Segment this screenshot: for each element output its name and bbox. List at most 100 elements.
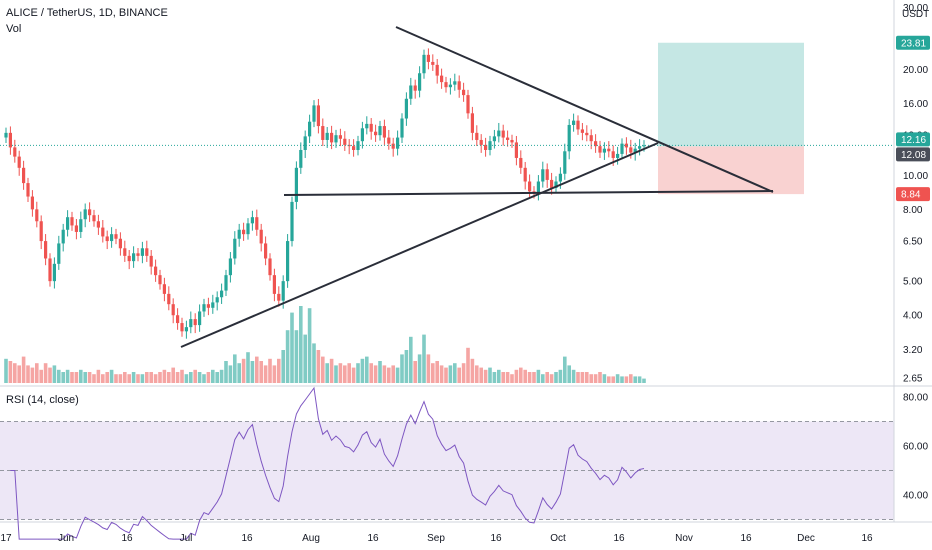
volume-bar [268, 358, 272, 383]
target-price-tag: 23.81 [896, 35, 930, 50]
volume-bar [259, 361, 263, 383]
candle-body [66, 217, 70, 230]
volume-bar [334, 365, 338, 383]
volume-bar [483, 369, 488, 383]
volume-bar [136, 374, 140, 383]
candle-body [602, 148, 606, 153]
candle-body [580, 129, 584, 133]
volume-bar [382, 365, 387, 383]
volume-bar [171, 367, 175, 383]
volume-bar [505, 372, 510, 383]
candle-body [514, 142, 518, 158]
candle-body [154, 266, 158, 276]
candle-body [264, 243, 268, 259]
volume-bar [285, 330, 290, 383]
volume-bar [180, 369, 184, 383]
volume-bar [422, 334, 426, 383]
candle-body [431, 61, 435, 65]
volume-bar [338, 363, 343, 383]
candle-body [316, 105, 320, 127]
candle-body [484, 144, 488, 150]
volume-bar [624, 376, 629, 383]
volume-bar [13, 363, 17, 383]
candle-body [576, 120, 580, 130]
volume-bar [325, 363, 329, 383]
volume-bar [233, 354, 237, 383]
volume-bar [417, 354, 422, 383]
candle-body [347, 144, 351, 147]
volume-bar [52, 365, 57, 383]
rsi-legend[interactable]: RSI (14, close) [6, 394, 79, 406]
candle-body [114, 234, 118, 239]
candle-body [180, 323, 184, 332]
time-tick-label: 16 [861, 533, 873, 544]
ascending-trendline [180, 142, 659, 348]
candle-body [453, 81, 457, 85]
volume-bar [17, 365, 21, 383]
candle-body [536, 181, 540, 194]
candle-body [299, 149, 303, 168]
candle-body [224, 275, 228, 291]
volume-bar [400, 354, 404, 383]
candle-body [400, 118, 404, 138]
candle-body [563, 151, 567, 174]
candle-body [48, 258, 52, 282]
support-line [283, 190, 774, 196]
candle-body [642, 145, 646, 147]
candle-body [44, 241, 48, 259]
candle-body [470, 113, 474, 133]
volume-bar [307, 308, 312, 383]
candle-body [259, 229, 263, 244]
time-tick-label: Jun [58, 533, 74, 544]
volume-bar [123, 372, 127, 383]
current-price-tag-bg [896, 132, 930, 147]
volume-bar [246, 352, 250, 383]
candle-body [237, 229, 241, 239]
volume-bar [378, 361, 382, 383]
volume-bar [57, 369, 61, 383]
price-tick-label: 30.00 [903, 3, 928, 14]
candle-body [589, 135, 593, 142]
volume-bar [255, 356, 259, 383]
volume-bar [321, 356, 325, 383]
candle-body [255, 217, 259, 230]
volume-bar [492, 372, 497, 383]
volume-bar [8, 361, 13, 383]
volume-bar [611, 376, 615, 383]
volume-bar [281, 350, 285, 383]
volume-bar [365, 356, 369, 383]
time-tick-label: 16 [740, 533, 752, 544]
volume-bar [197, 372, 202, 383]
candle-body [206, 304, 210, 308]
volume-bar [21, 356, 26, 383]
candle-body [202, 304, 206, 312]
volume-bar [4, 358, 8, 383]
volume-bar [391, 365, 395, 383]
volume-bar [92, 374, 96, 383]
candle-body [435, 64, 439, 76]
volume-bar [602, 374, 607, 383]
target-price-tag-bg [896, 35, 930, 50]
candle-body [382, 126, 386, 138]
symbol-legend[interactable]: ALICE / TetherUS, 1D, BINANCE [6, 7, 168, 19]
volume-bar [241, 358, 246, 383]
candle-body [510, 139, 514, 143]
candle-body [189, 319, 193, 328]
volume-bar [479, 367, 483, 383]
volume-bar [510, 374, 514, 383]
entry-price-tag: 12.08 [896, 147, 930, 162]
time-tick-label: 17 [0, 533, 12, 544]
candle-body [418, 73, 422, 91]
candle-body [321, 126, 325, 140]
volume-bar [70, 372, 74, 383]
volume-bar [615, 374, 620, 383]
volume-legend[interactable]: Vol [6, 23, 22, 35]
candle-body [88, 209, 92, 216]
volume-bar [79, 369, 83, 383]
target-zone [658, 42, 804, 147]
volume-bar [585, 372, 589, 383]
volume-bar [30, 367, 35, 383]
volume-bar [250, 361, 255, 383]
stop-price-tag: 8.84 [896, 187, 930, 202]
